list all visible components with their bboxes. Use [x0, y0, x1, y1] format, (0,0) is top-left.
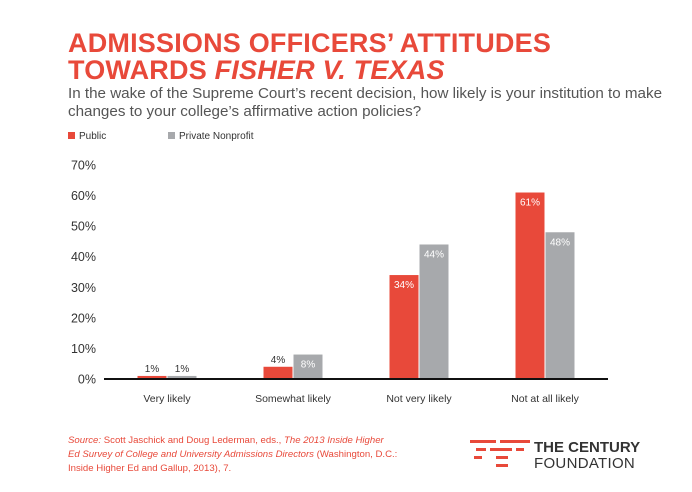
legend-swatch-1	[168, 132, 175, 139]
y-tick-label: 30%	[71, 281, 96, 295]
data-label-0-3: 61%	[520, 198, 540, 209]
y-tick-label: 10%	[71, 342, 96, 356]
y-tick-label: 20%	[71, 311, 96, 325]
legend-label-1: Private Nonprofit	[179, 131, 254, 142]
x-axis: Very likely Somewhat likely Not very likel…	[104, 378, 608, 405]
bar-0-3	[515, 192, 545, 379]
legend-label-0: Public	[79, 131, 106, 142]
y-tick-label: 0%	[78, 373, 96, 387]
source-publication: (Washington, D.C.: Inside Higher Ed and …	[68, 449, 398, 474]
y-tick-label: 50%	[71, 220, 96, 234]
bars: 1% 1% 4% 8% 34% 44% 61% 48%	[137, 192, 575, 379]
century-foundation-logo-icon	[470, 440, 530, 467]
y-tick-label: 40%	[71, 250, 96, 264]
title-line-2-emphasis: FISHER V. TEXAS	[214, 55, 445, 85]
data-label-0-1: 4%	[271, 355, 286, 366]
data-label-1-2: 44%	[424, 249, 444, 260]
title-line-1: ADMISSIONS OFFICERS’ ATTITUDES	[68, 28, 552, 58]
source-note: Source: Scott Jaschick and Doug Lederman…	[68, 434, 398, 476]
source-prefix: Source:	[68, 435, 102, 446]
x-tick-label: Somewhat likely	[255, 393, 332, 405]
title-line-2-prefix: TOWARDS	[68, 55, 215, 85]
bar-1-1	[293, 354, 323, 379]
legend-swatch-0	[68, 132, 75, 139]
data-label-1-1: 8%	[301, 360, 316, 371]
bar-chart: Public Private Nonprofit 0% 10% 20% 30% 40% 50…	[68, 131, 608, 405]
x-tick-label: Not very likely	[386, 393, 452, 405]
bar-0-1	[263, 366, 293, 379]
logo-line-1: THE CENTURY	[534, 439, 641, 456]
bar-0-2	[389, 275, 419, 379]
source-authors: Scott Jaschick and Doug Lederman, eds.,	[101, 435, 284, 446]
x-tick-label: Very likely	[143, 393, 191, 405]
x-tick-label: Not at all likely	[511, 393, 579, 405]
legend: Public Private Nonprofit	[68, 131, 254, 142]
chart-subtitle: In the wake of the Supreme Court’s recen…	[68, 85, 663, 120]
y-axis: 0% 10% 20% 30% 40% 50% 60% 70%	[71, 159, 96, 387]
y-tick-label: 60%	[71, 189, 96, 203]
bar-0-0	[137, 375, 167, 379]
data-label-1-3: 48%	[550, 237, 570, 248]
logo-line-2: FOUNDATION	[534, 455, 636, 472]
bar-1-2	[419, 244, 449, 379]
source-work-title: The 2013 Inside Higher Ed Survey of Coll…	[68, 435, 384, 460]
y-tick-label: 70%	[71, 159, 96, 173]
data-label-0-0: 1%	[145, 364, 160, 375]
data-label-1-0: 1%	[175, 364, 190, 375]
bar-1-0	[167, 375, 197, 379]
bar-1-3	[545, 232, 575, 379]
data-label-0-2: 34%	[394, 280, 414, 291]
chart-title: ADMISSIONS OFFICERS’ ATTITUDES TOWARDS F…	[68, 30, 551, 84]
logo-text: THE CENTURY FOUNDATION	[534, 440, 640, 472]
